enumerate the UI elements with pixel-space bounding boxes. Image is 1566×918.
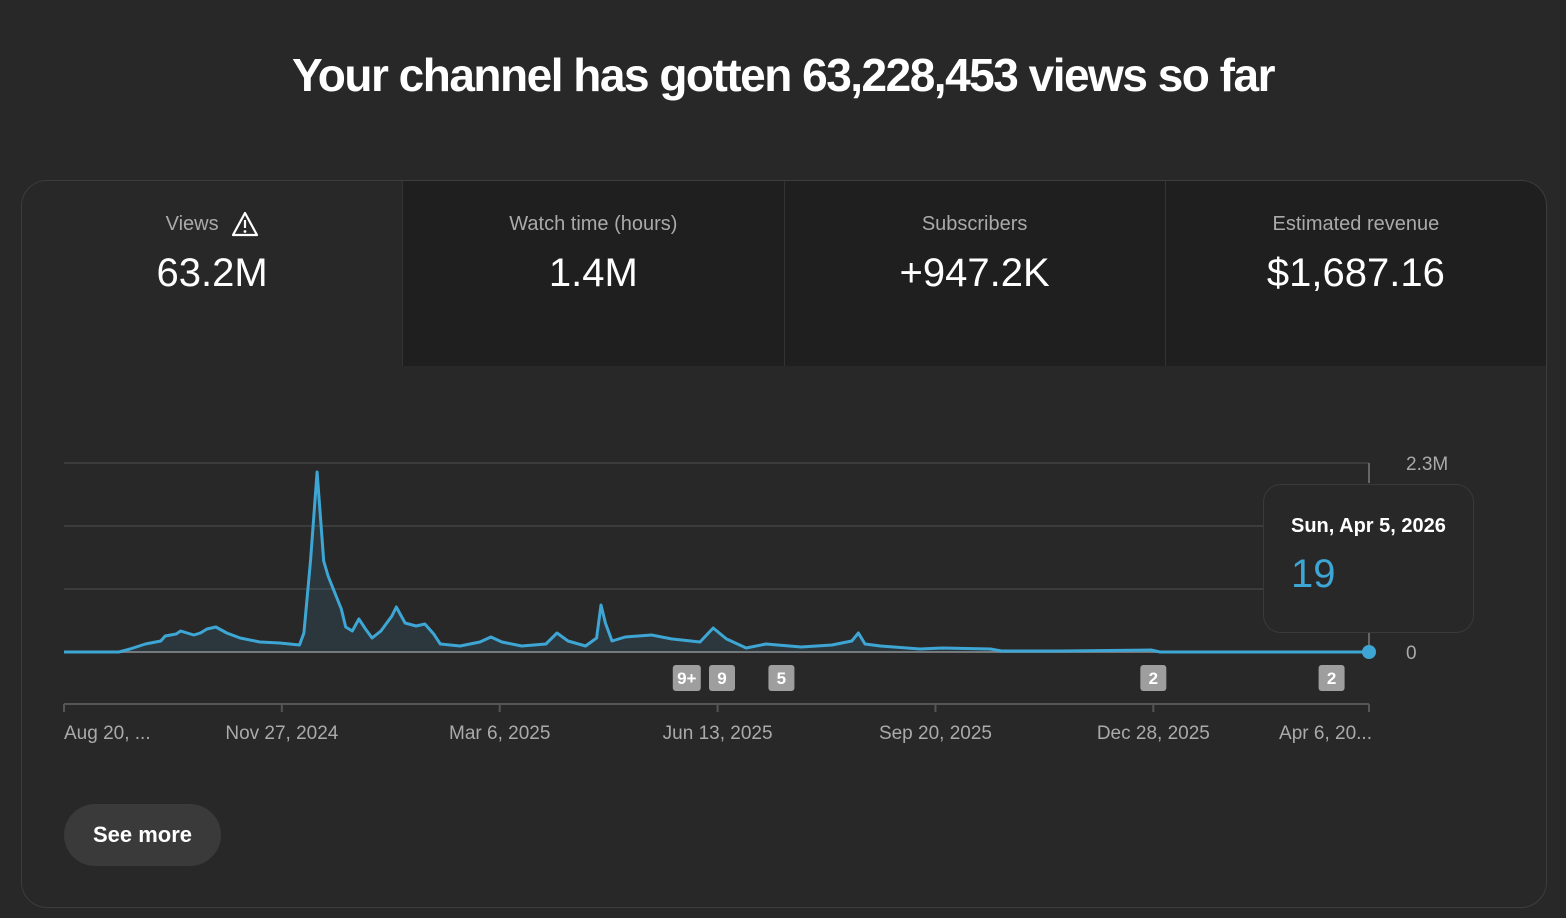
tab-watch-time[interactable]: Watch time (hours) 1.4M bbox=[402, 181, 784, 366]
x-tick-label: Nov 27, 2024 bbox=[225, 723, 338, 744]
annotation-label: 2 bbox=[1327, 669, 1336, 688]
metric-value: $1,687.16 bbox=[1266, 251, 1445, 295]
x-tick-label: Apr 6, 20... bbox=[1279, 723, 1372, 744]
tab-subscribers[interactable]: Subscribers +947.2K bbox=[783, 181, 1165, 366]
annotation-badge[interactable] bbox=[1140, 665, 1167, 691]
views-chart[interactable]: 0 2.3M Aug 20, ... Nov 27, 2024 Mar 6, 2025 J… bbox=[22, 181, 1547, 908]
highlight-point bbox=[1362, 644, 1376, 659]
y-tick-label: 0 bbox=[1406, 643, 1417, 664]
views-line bbox=[64, 470, 1369, 654]
metric-label: Views bbox=[165, 212, 219, 235]
y-tick-label: 2.3M bbox=[1406, 454, 1448, 475]
metric-value: 63.2M bbox=[156, 251, 268, 295]
x-tick-label: Jun 13, 2025 bbox=[663, 723, 773, 744]
warning-icon[interactable] bbox=[231, 211, 259, 237]
tooltip-value: 19 bbox=[1291, 552, 1336, 596]
x-tick-label: Aug 20, ... bbox=[64, 723, 151, 744]
annotation-label: 9+ bbox=[677, 669, 696, 688]
metric-tabs: Views 63.2M Watch time (hours) 1.4M Subs… bbox=[22, 181, 1546, 366]
metric-value: 1.4M bbox=[548, 251, 638, 295]
tab-views[interactable]: Views 63.2M bbox=[22, 181, 403, 366]
x-tick-label: Sep 20, 2025 bbox=[879, 723, 992, 744]
annotation-label: 2 bbox=[1149, 669, 1158, 688]
page-headline: Your channel has gotten 63,228,453 views… bbox=[292, 49, 1275, 101]
see-more-button[interactable]: See more bbox=[64, 804, 221, 866]
annotation-badge[interactable] bbox=[709, 665, 736, 691]
tooltip-date: Sun, Apr 5, 2026 bbox=[1291, 515, 1446, 537]
annotation-badge[interactable] bbox=[768, 665, 795, 691]
tab-revenue[interactable]: Estimated revenue $1,687.16 bbox=[1164, 181, 1546, 366]
metric-label: Watch time (hours) bbox=[509, 212, 678, 235]
annotation-badge[interactable] bbox=[672, 665, 701, 691]
annotation-label: 9 bbox=[717, 669, 726, 688]
annotation-badge[interactable] bbox=[1318, 665, 1345, 691]
analytics-card: Views 63.2M Watch time (hours) 1.4M Subs… bbox=[21, 180, 1547, 908]
area-fill bbox=[64, 472, 1369, 652]
metric-value: +947.2K bbox=[899, 251, 1050, 295]
annotation-label: 5 bbox=[777, 669, 786, 688]
x-tick-label: Mar 6, 2025 bbox=[449, 723, 550, 744]
metric-label: Subscribers bbox=[921, 212, 1028, 235]
chart-tooltip: Sun, Apr 5, 2026 19 bbox=[1263, 484, 1474, 633]
metric-label: Estimated revenue bbox=[1272, 212, 1440, 235]
x-tick-label: Dec 28, 2025 bbox=[1097, 723, 1210, 744]
